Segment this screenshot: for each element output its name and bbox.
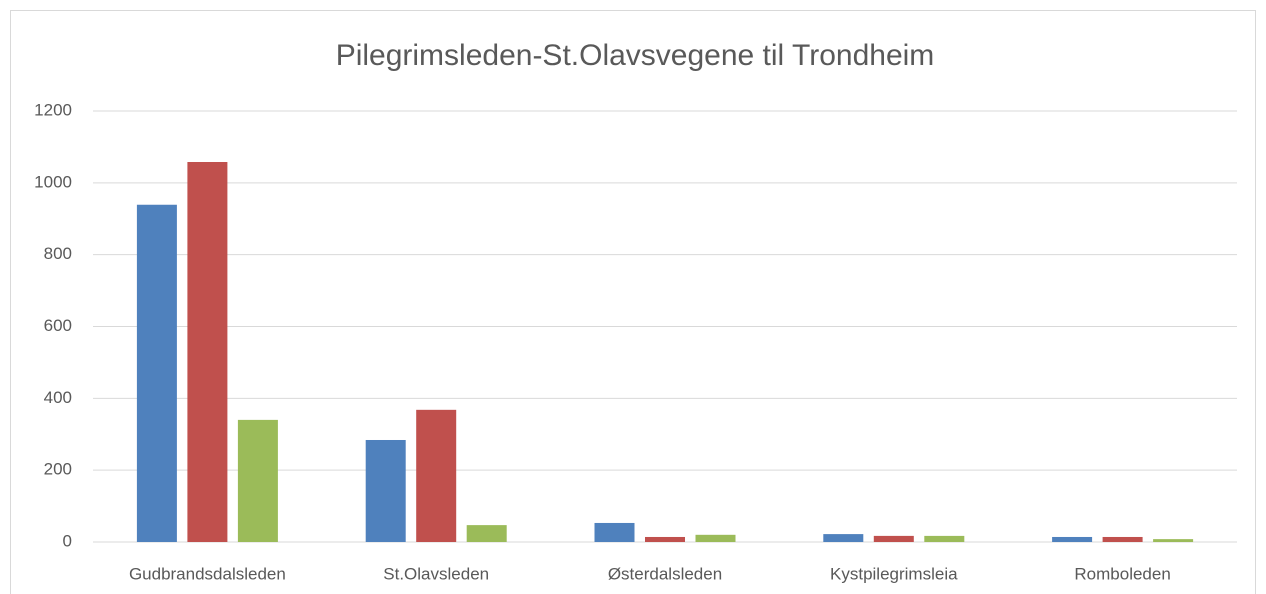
y-tick-label: 1200 bbox=[34, 100, 72, 119]
bar bbox=[365, 439, 406, 542]
bar bbox=[136, 204, 177, 542]
x-tick-label: Kystpilegrimsleia bbox=[830, 564, 958, 583]
bar bbox=[466, 525, 507, 542]
y-tick-label: 400 bbox=[44, 388, 72, 407]
bar bbox=[695, 534, 736, 542]
bar bbox=[237, 419, 278, 542]
y-tick-label: 600 bbox=[44, 316, 72, 335]
y-tick-label: 0 bbox=[63, 531, 72, 550]
y-tick-label: 1000 bbox=[34, 172, 72, 191]
bar bbox=[823, 534, 864, 542]
bar bbox=[416, 409, 457, 542]
bar bbox=[1153, 539, 1194, 542]
bar bbox=[924, 535, 965, 542]
bar bbox=[1102, 536, 1143, 542]
bar bbox=[645, 536, 685, 542]
chart-title: Pilegrimsleden-St.Olavsvegene til Trondh… bbox=[336, 39, 935, 72]
x-tick-label: Østerdalsleden bbox=[608, 564, 722, 583]
x-tick-label: Gudbrandsdalsleden bbox=[129, 564, 286, 583]
y-tick-label: 200 bbox=[44, 460, 72, 479]
y-tick-label: 800 bbox=[44, 244, 72, 263]
bar bbox=[594, 522, 635, 542]
bar bbox=[1052, 536, 1093, 542]
x-tick-label: St.Olavsleden bbox=[383, 564, 489, 583]
bar bbox=[873, 535, 914, 542]
bar bbox=[187, 162, 228, 543]
x-tick-label: Romboleden bbox=[1074, 564, 1170, 583]
